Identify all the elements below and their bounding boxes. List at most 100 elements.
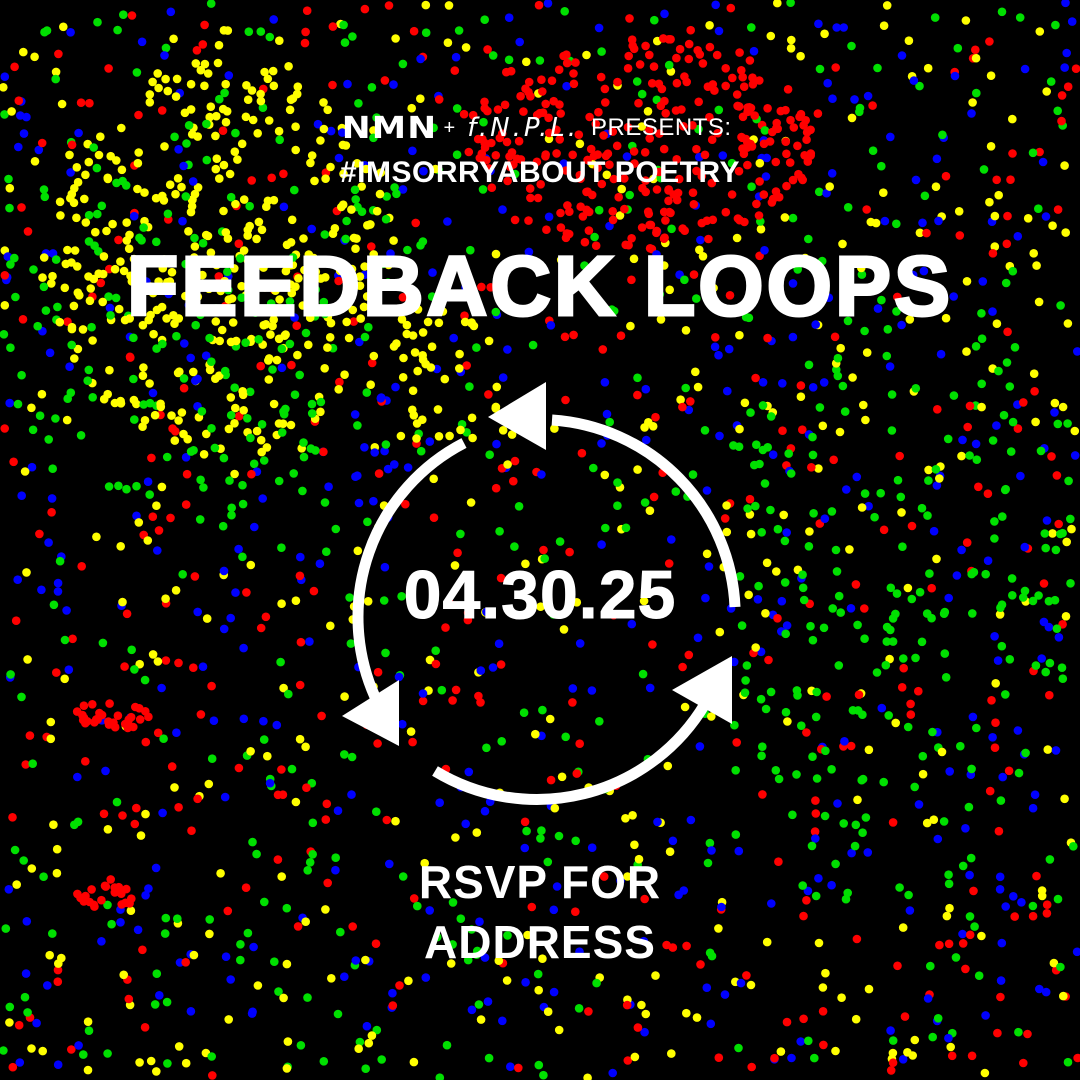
red-dot (609, 174, 619, 184)
yellow-dot (298, 301, 308, 310)
yellow-dot (641, 1009, 651, 1019)
yellow-dot (214, 371, 224, 381)
red-dot (431, 659, 441, 669)
green-dot (811, 891, 821, 901)
green-dot (836, 608, 845, 617)
green-dot (971, 342, 981, 351)
red-dot (969, 886, 978, 896)
blue-dot (435, 798, 445, 807)
yellow-dot (99, 252, 109, 261)
red-dot (127, 11, 137, 20)
green-dot (793, 265, 802, 274)
green-dot (248, 837, 257, 847)
green-dot (877, 295, 886, 305)
red-dot (542, 225, 551, 234)
blue-dot (350, 410, 360, 419)
green-dot (939, 817, 949, 826)
red-dot (958, 939, 968, 948)
green-dot (230, 383, 239, 393)
green-dot (482, 743, 491, 753)
green-dot (129, 333, 138, 343)
red-dot (713, 128, 722, 138)
yellow-dot (62, 415, 72, 425)
green-dot (106, 311, 115, 320)
yellow-dot (286, 261, 295, 270)
green-dot (1018, 593, 1028, 602)
blue-dot (787, 1053, 796, 1063)
red-dot (371, 939, 381, 948)
red-dot (1052, 471, 1062, 480)
yellow-dot (237, 281, 246, 291)
red-dot (576, 202, 585, 211)
yellow-dot (693, 382, 703, 392)
green-dot (761, 704, 771, 714)
yellow-dot (1061, 612, 1071, 621)
green-dot (737, 621, 747, 630)
red-dot (728, 73, 737, 83)
blue-dot (983, 556, 993, 565)
red-dot (537, 75, 546, 84)
red-dot (247, 176, 256, 185)
red-dot (640, 148, 650, 157)
red-dot (732, 738, 741, 747)
yellow-dot (1049, 958, 1059, 968)
green-dot (831, 859, 840, 869)
yellow-dot (274, 126, 284, 136)
green-dot (1058, 674, 1068, 683)
red-dot (1030, 387, 1039, 396)
red-dot (727, 190, 737, 199)
red-dot (597, 179, 607, 189)
blue-dot (932, 154, 942, 164)
blue-dot (164, 289, 173, 299)
green-dot (198, 238, 208, 248)
red-dot (100, 881, 110, 891)
red-dot (67, 1045, 76, 1054)
red-dot (473, 134, 483, 144)
yellow-dot (340, 692, 349, 701)
green-dot (510, 169, 520, 179)
green-dot (933, 1014, 943, 1023)
yellow-dot (52, 844, 62, 854)
yellow-dot (310, 176, 319, 186)
blue-dot (828, 94, 837, 103)
yellow-dot (1034, 297, 1044, 307)
green-dot (528, 340, 538, 350)
red-dot (242, 588, 251, 597)
red-dot (1006, 175, 1015, 184)
green-dot (48, 929, 57, 938)
green-dot (996, 603, 1005, 612)
red-dot (734, 166, 744, 176)
red-dot (879, 525, 889, 535)
green-dot (241, 338, 250, 348)
blue-dot (575, 639, 585, 648)
green-dot (632, 77, 642, 86)
yellow-dot (354, 1044, 364, 1053)
yellow-dot (83, 1065, 93, 1075)
green-dot (296, 1041, 306, 1050)
green-dot (84, 1026, 94, 1035)
blue-dot (761, 172, 771, 181)
yellow-dot (55, 197, 65, 207)
blue-dot (184, 300, 194, 310)
red-dot (831, 63, 840, 72)
red-dot (1035, 147, 1044, 157)
blue-dot (702, 983, 712, 992)
yellow-dot (640, 423, 649, 432)
blue-dot (877, 703, 887, 713)
red-dot (770, 1053, 779, 1063)
green-dot (246, 433, 255, 443)
green-dot (956, 741, 965, 751)
yellow-dot (326, 621, 335, 631)
green-dot (103, 1049, 112, 1058)
green-dot (879, 777, 888, 787)
red-dot (745, 56, 755, 65)
yellow-dot (305, 313, 315, 323)
red-dot (737, 66, 746, 75)
red-dot (591, 241, 601, 250)
green-dot (437, 685, 447, 695)
green-dot (435, 1073, 445, 1080)
green-dot (910, 782, 919, 792)
green-dot (539, 1070, 548, 1080)
green-dot (751, 501, 760, 511)
yellow-dot (550, 424, 559, 433)
